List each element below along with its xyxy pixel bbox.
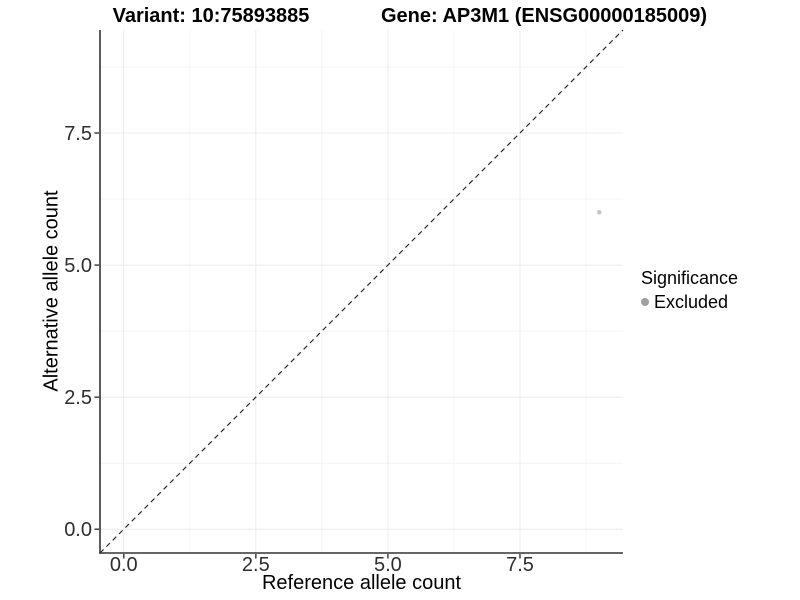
y-tick-label: 5.0 [64,255,92,277]
y-tick-label: 2.5 [64,387,92,409]
x-tick-label: 0.0 [110,554,138,576]
plot-title-variant: Variant: 10:75893885 [112,5,310,27]
legend-item-label: Excluded [654,292,729,312]
x-axis-title: Reference allele count [261,572,461,594]
legend-point-icon [641,298,649,306]
identity-dashed-line [99,29,624,554]
legend-item-excluded: Excluded [641,291,796,313]
legend: Significance Excluded [641,267,796,313]
data-point-excluded [596,209,602,215]
y-tick-label: 7.5 [64,123,92,145]
x-tick-label: 2.5 [242,554,270,576]
y-axis-title: Alternative allele count [40,190,63,392]
legend-title: Significance [641,268,739,288]
x-tick-label: 5.0 [374,554,402,576]
x-tick-label: 7.5 [506,554,534,576]
plot-title-gene: Gene: AP3M1 (ENSG00000185009) [380,5,708,27]
y-tick-label: 0.0 [64,519,92,541]
